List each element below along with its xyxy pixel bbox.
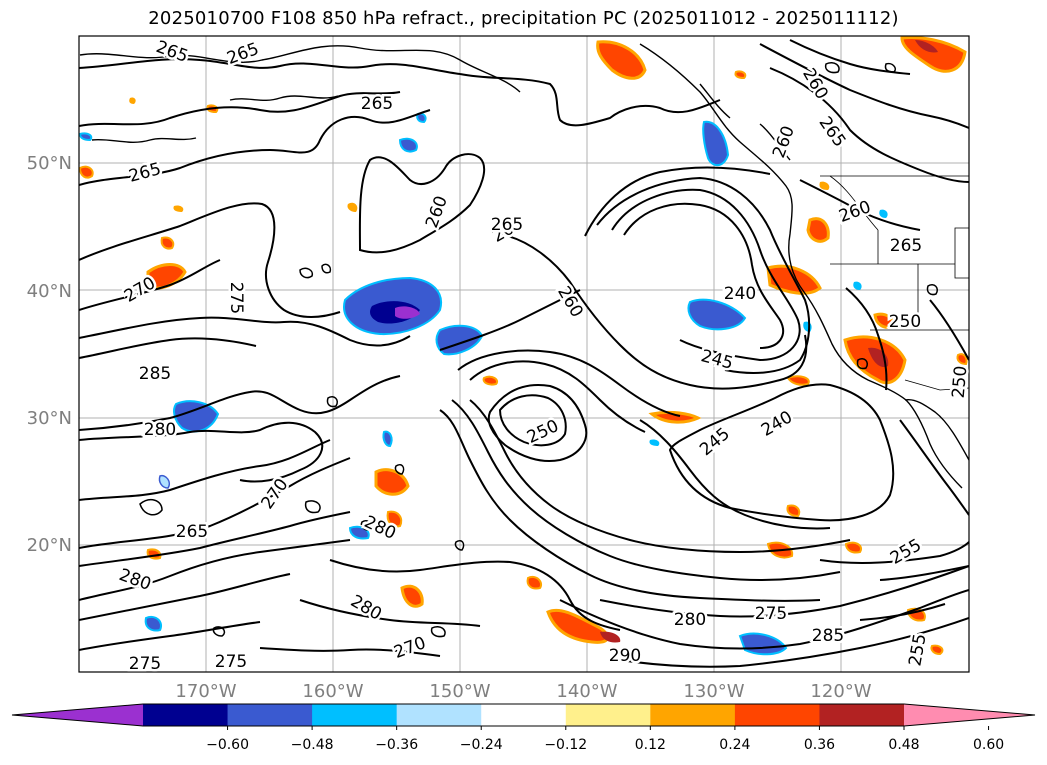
coastlines (79, 43, 969, 489)
colorbar-tick-label: 0.60 (973, 737, 1004, 753)
colorbar-segment (227, 704, 313, 726)
contour-label: 265 (491, 215, 523, 235)
colorbar-segment (565, 704, 651, 726)
map-title: 2025010700 F108 850 hPa refract., precip… (148, 8, 899, 29)
lon-label-150w: 150°W (429, 681, 490, 702)
lon-label-130w: 130°W (683, 681, 744, 702)
colorbar-outline (11, 703, 1036, 727)
colorbar-segment (396, 704, 482, 726)
map-frame (78, 35, 970, 673)
lat-label-50n: 50°N (27, 153, 72, 174)
contour-label: 240 (724, 284, 756, 304)
contour-label: 280 (674, 610, 706, 630)
contour-blobs (139, 61, 939, 638)
contour-label: 290 (609, 646, 641, 666)
refractivity-contours (79, 39, 969, 668)
lat-label-30n: 30°N (27, 408, 72, 429)
colorbar-segment (819, 704, 905, 726)
colorbar-extend-max (904, 704, 1035, 726)
colorbar-segment (650, 704, 736, 726)
colorbar (11, 703, 1036, 727)
map-area (79, 36, 969, 672)
contour-label: 285 (139, 364, 171, 384)
longitude-labels: 170°W 160°W 150°W 140°W 130°W 120°W (175, 681, 871, 702)
contour-label: 275 (215, 652, 247, 672)
colorbar-tick-label: 0.36 (804, 737, 835, 753)
lon-label-160w: 160°W (302, 681, 363, 702)
lat-label-40n: 40°N (27, 281, 72, 302)
contour-label: 250 (949, 365, 972, 399)
contour-label: 275 (755, 604, 787, 624)
colorbar-segment (143, 704, 229, 726)
contour-label: 265 (176, 522, 208, 542)
contour-label: 280 (144, 420, 176, 440)
lat-label-20n: 20°N (27, 535, 72, 556)
colorbar-segment (312, 704, 398, 726)
colorbar-tick-label: 0.48 (888, 737, 919, 753)
latitude-labels: 50°N 40°N 30°N 20°N (27, 153, 72, 556)
lon-label-170w: 170°W (175, 681, 236, 702)
colorbar-ticks: −0.60 −0.48 −0.36 −0.24 −0.12 0.12 0.24 0.36 0.4… (206, 726, 1004, 753)
colorbar-tick-label: −0.24 (460, 737, 503, 753)
political-borders (820, 175, 969, 391)
colorbar-tick-label: −0.36 (375, 737, 418, 753)
colorbar-tick-label: −0.48 (291, 737, 334, 753)
colorbar-tick-label: 0.24 (719, 737, 750, 753)
contour-label: 275 (226, 282, 246, 314)
colorbar-segment (734, 704, 820, 726)
colorbar-tick-label: 0.12 (635, 737, 666, 753)
contour-label: 265 (890, 236, 922, 256)
contour-label: 250 (889, 312, 921, 332)
contour-label: 285 (812, 626, 844, 646)
colorbar-segment (481, 704, 567, 726)
contour-label: 265 (361, 94, 393, 114)
colorbar-extend-min (12, 704, 143, 726)
colorbar-tick-label: −0.60 (206, 737, 249, 753)
colorbar-tick-label: −0.12 (544, 737, 587, 753)
contour-label: 275 (129, 654, 161, 674)
lon-label-140w: 140°W (556, 681, 617, 702)
lon-label-120w: 120°W (810, 681, 871, 702)
